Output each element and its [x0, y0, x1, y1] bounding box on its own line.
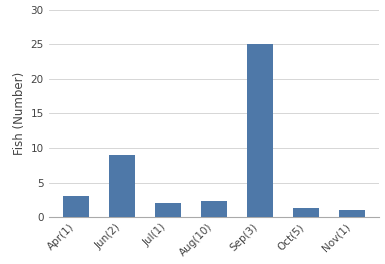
Bar [201, 201, 227, 217]
Y-axis label: Fish (Number): Fish (Number) [13, 72, 26, 155]
Bar [247, 44, 273, 217]
Bar [156, 203, 181, 217]
Bar [293, 208, 318, 217]
Bar [64, 196, 89, 217]
Bar [109, 155, 135, 217]
Bar [339, 210, 365, 217]
